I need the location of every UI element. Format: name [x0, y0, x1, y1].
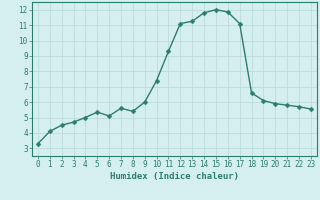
X-axis label: Humidex (Indice chaleur): Humidex (Indice chaleur) [110, 172, 239, 181]
